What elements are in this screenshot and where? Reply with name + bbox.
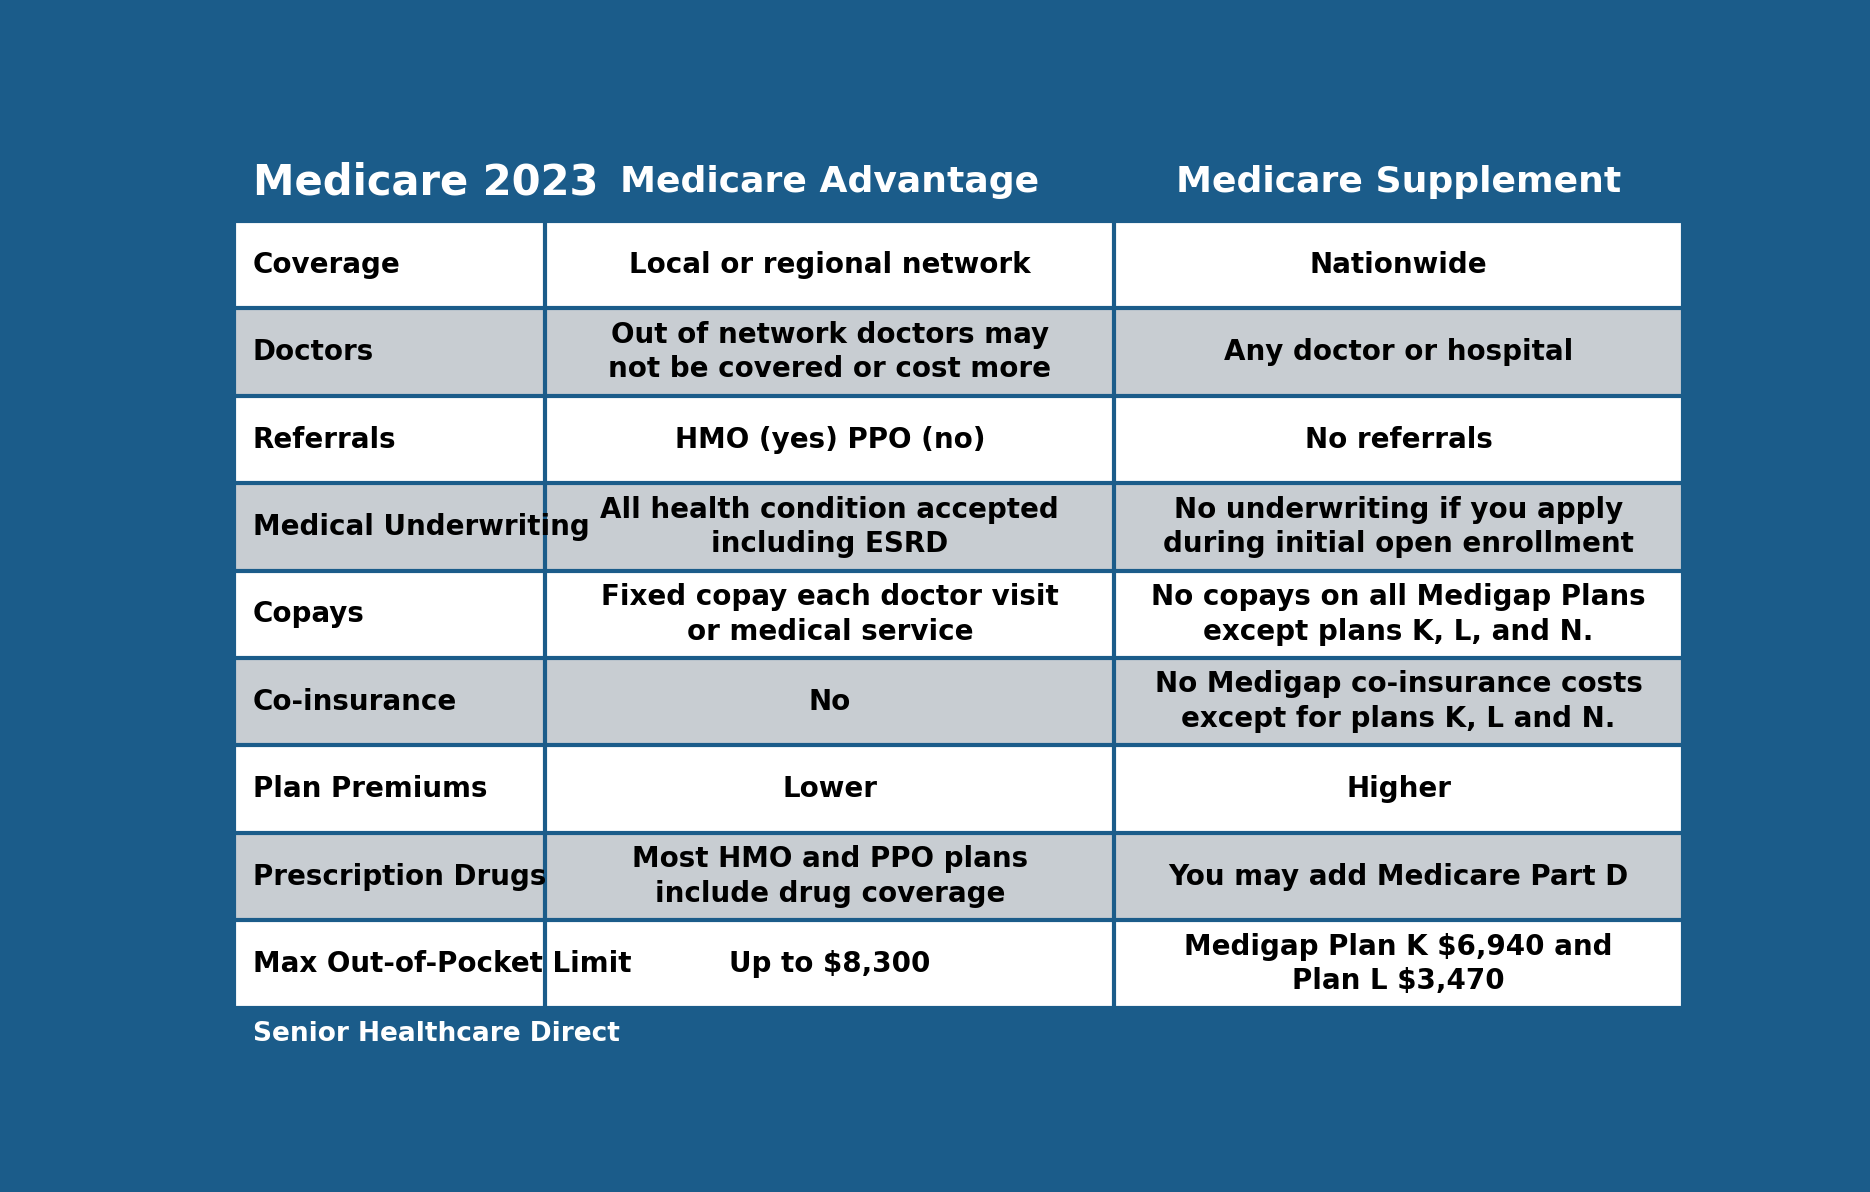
- Text: No copays on all Medigap Plans
except plans K, L, and N.: No copays on all Medigap Plans except pl…: [1152, 583, 1646, 646]
- Text: Plan Premiums: Plan Premiums: [252, 775, 486, 803]
- Text: Medicare Advantage: Medicare Advantage: [621, 164, 1040, 199]
- Bar: [234, 745, 546, 833]
- Bar: [546, 833, 1115, 920]
- Text: You may add Medicare Part D: You may add Medicare Part D: [1169, 863, 1629, 890]
- Bar: [1115, 745, 1683, 833]
- Text: Fixed copay each doctor visit
or medical service: Fixed copay each doctor visit or medical…: [600, 583, 1058, 646]
- Bar: [234, 920, 546, 1007]
- Text: Coverage: Coverage: [252, 250, 400, 279]
- Bar: [546, 658, 1115, 745]
- Text: Doctors: Doctors: [252, 339, 374, 366]
- Bar: [1115, 221, 1683, 309]
- Bar: [234, 571, 546, 658]
- Bar: [1115, 309, 1683, 396]
- Text: Up to $8,300: Up to $8,300: [729, 950, 931, 977]
- Text: Higher: Higher: [1346, 775, 1451, 803]
- Bar: [234, 309, 546, 396]
- Text: Any doctor or hospital: Any doctor or hospital: [1225, 339, 1573, 366]
- Text: No referrals: No referrals: [1305, 426, 1492, 453]
- Text: Nationwide: Nationwide: [1309, 250, 1487, 279]
- Text: All health condition accepted
including ESRD: All health condition accepted including …: [600, 496, 1058, 558]
- Bar: [1115, 920, 1683, 1007]
- Text: Prescription Drugs: Prescription Drugs: [252, 863, 546, 890]
- Text: Most HMO and PPO plans
include drug coverage: Most HMO and PPO plans include drug cove…: [632, 845, 1028, 908]
- Bar: [1115, 396, 1683, 483]
- Text: Copays: Copays: [252, 601, 365, 628]
- Text: Medical Underwriting: Medical Underwriting: [252, 513, 589, 541]
- Text: Medigap Plan K $6,940 and
Plan L $3,470: Medigap Plan K $6,940 and Plan L $3,470: [1184, 932, 1612, 995]
- Bar: [234, 1007, 1683, 1061]
- Bar: [1115, 833, 1683, 920]
- Text: Senior Healthcare Direct: Senior Healthcare Direct: [252, 1022, 619, 1048]
- Text: No underwriting if you apply
during initial open enrollment: No underwriting if you apply during init…: [1163, 496, 1634, 558]
- Bar: [546, 571, 1115, 658]
- Text: Referrals: Referrals: [252, 426, 396, 453]
- Bar: [234, 221, 546, 309]
- Bar: [546, 143, 1115, 221]
- Bar: [1115, 571, 1683, 658]
- Bar: [546, 745, 1115, 833]
- Text: Medicare Supplement: Medicare Supplement: [1176, 164, 1621, 199]
- Text: Out of network doctors may
not be covered or cost more: Out of network doctors may not be covere…: [608, 321, 1051, 384]
- Text: Medicare 2023: Medicare 2023: [252, 161, 598, 203]
- Bar: [546, 221, 1115, 309]
- Bar: [546, 309, 1115, 396]
- Bar: [1115, 658, 1683, 745]
- Bar: [234, 658, 546, 745]
- Text: Max Out-of-Pocket Limit: Max Out-of-Pocket Limit: [252, 950, 630, 977]
- Bar: [234, 396, 546, 483]
- Text: No Medigap co-insurance costs
except for plans K, L and N.: No Medigap co-insurance costs except for…: [1154, 670, 1642, 733]
- Bar: [234, 483, 546, 571]
- Bar: [546, 483, 1115, 571]
- Text: Lower: Lower: [782, 775, 877, 803]
- Text: HMO (yes) PPO (no): HMO (yes) PPO (no): [675, 426, 985, 453]
- Bar: [546, 920, 1115, 1007]
- Text: Co-insurance: Co-insurance: [252, 688, 456, 715]
- Bar: [1115, 143, 1683, 221]
- Bar: [234, 143, 546, 221]
- Bar: [546, 396, 1115, 483]
- Bar: [1115, 483, 1683, 571]
- Bar: [234, 833, 546, 920]
- Text: No: No: [808, 688, 851, 715]
- Text: Local or regional network: Local or regional network: [628, 250, 1030, 279]
